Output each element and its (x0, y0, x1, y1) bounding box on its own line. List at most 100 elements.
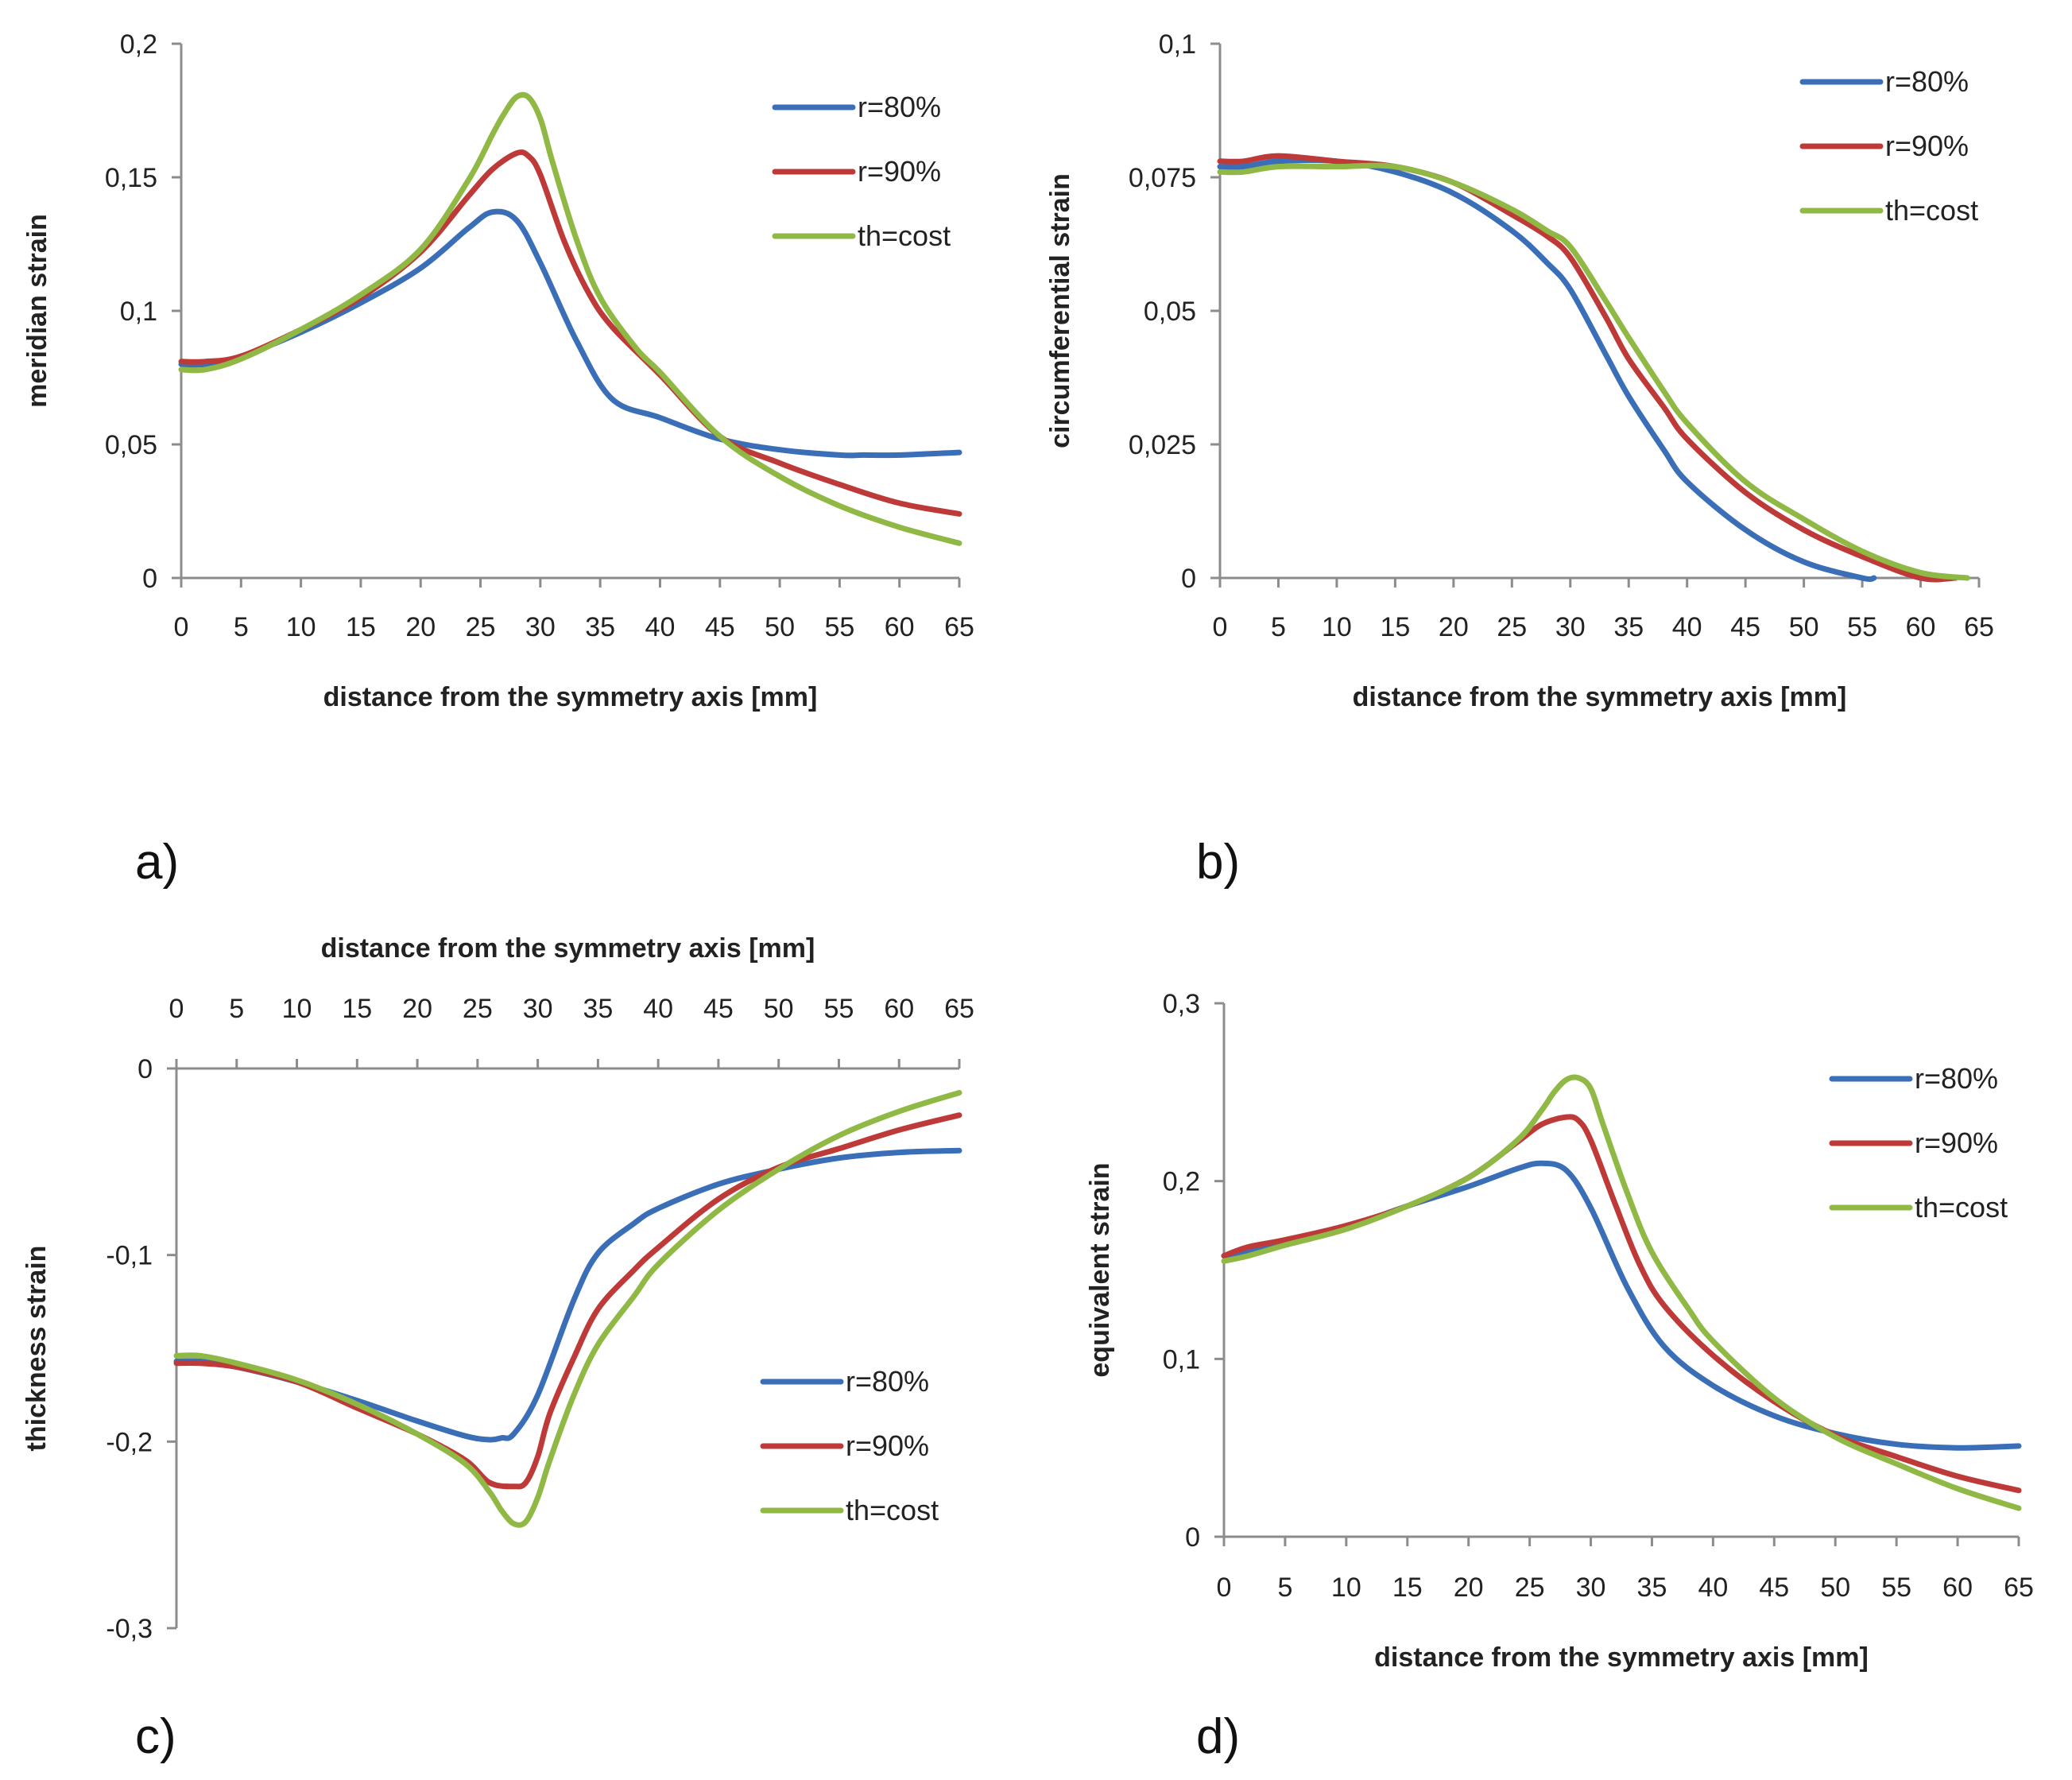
x-axis-title: distance from the symmetry axis [mm] (1374, 1642, 1869, 1673)
x-tick-label: 50 (764, 994, 794, 1024)
x-tick-label: 55 (1881, 1573, 1911, 1603)
y-tick-label: 0,05 (1144, 297, 1196, 327)
x-tick-label: 40 (645, 612, 676, 642)
x-tick-label: 45 (1759, 1573, 1789, 1603)
chart-panel-d: 0 5 10 15 20 25 30 35 40 45 50 55 60 65 0 0,1 0,2 0,3 dist… (1085, 989, 2034, 1764)
x-tick-label: 10 (1331, 1573, 1361, 1603)
x-tick-label: 55 (824, 994, 854, 1024)
series-line-r90 (173, 1112, 962, 1490)
x-tick-label: 60 (1942, 1573, 1973, 1603)
x-tick-label: 10 (1322, 612, 1352, 642)
x-tick-label: 15 (1380, 612, 1410, 642)
series-line-thcost (173, 1090, 962, 1528)
x-tick-label: 65 (944, 612, 974, 642)
x-tick-label: 30 (525, 612, 556, 642)
x-tick-label: 40 (1698, 1573, 1728, 1603)
y-tick-label: 0,025 (1129, 430, 1196, 460)
y-tick-label: 0,15 (105, 163, 157, 193)
x-tick-label: 10 (286, 612, 316, 642)
x-tick-label: 50 (1820, 1573, 1850, 1603)
x-tick-label: 5 (229, 994, 244, 1024)
y-tick-label: 0 (142, 564, 157, 594)
x-tick-label: 35 (1637, 1573, 1667, 1603)
legend-label-r90: r=90% (846, 1429, 929, 1462)
x-tick-label: 20 (1454, 1573, 1484, 1603)
x-tick-label: 45 (703, 994, 734, 1024)
x-tick-label: 50 (765, 612, 795, 642)
x-tick-label: 25 (1515, 1573, 1545, 1603)
x-tick-label: 30 (1555, 612, 1586, 642)
x-tick-label: 60 (1906, 612, 1936, 642)
x-tick-label: 35 (1613, 612, 1644, 642)
y-tick-label: -0,2 (106, 1427, 153, 1457)
y-tick-label: 0 (1181, 564, 1196, 594)
x-tick-label: 10 (282, 994, 312, 1024)
y-tick-label: 0,3 (1163, 989, 1200, 1019)
y-tick-label: -0,3 (106, 1614, 153, 1644)
y-tick-label: 0,1 (120, 297, 157, 327)
x-tick-label: 25 (463, 994, 493, 1024)
series-line-thcost (178, 91, 962, 546)
legend-label-thcost: th=cost (846, 1494, 939, 1526)
x-tick-label: 20 (402, 994, 432, 1024)
chart-panel-a: 0 5 10 15 20 25 30 35 40 45 50 55 60 65 0 0,05 0,1 0,15 0,… (22, 29, 974, 890)
x-axis-title: distance from the symmetry axis [mm] (323, 682, 818, 712)
x-tick-label: 0 (1217, 1573, 1232, 1603)
x-tick-label: 15 (1392, 1573, 1423, 1603)
y-axis-title: circumferential strain (1045, 173, 1075, 448)
y-tick-label: 0,2 (120, 29, 157, 60)
x-tick-label: 50 (1789, 612, 1819, 642)
series-line-r80 (173, 1147, 962, 1443)
y-tick-label: 0,05 (105, 430, 157, 460)
legend-label-thcost: th=cost (1885, 194, 1978, 227)
x-tick-label: 20 (405, 612, 436, 642)
legend-label-r80: r=80% (1915, 1062, 1998, 1095)
y-axis-title: meridian strain (22, 214, 52, 408)
series-line-thcost (1217, 162, 1970, 581)
x-tick-label: 25 (1497, 612, 1527, 642)
legend-label-thcost: th=cost (1915, 1191, 2008, 1224)
y-tick-label: 0,1 (1159, 29, 1196, 60)
x-tick-label: 5 (234, 612, 249, 642)
series-line-thcost (1221, 1074, 2022, 1511)
x-tick-label: 0 (1213, 612, 1228, 642)
x-tick-label: 30 (1576, 1573, 1606, 1603)
x-tick-label: 35 (585, 612, 615, 642)
x-tick-label: 15 (346, 612, 376, 642)
x-tick-label: 0 (174, 612, 189, 642)
x-axis-title: distance from the symmetry axis [mm] (321, 933, 815, 964)
legend-label-r80: r=80% (846, 1365, 929, 1398)
legend-label-r90: r=90% (1885, 130, 1969, 162)
panel-label: d) (1196, 1709, 1240, 1764)
legend-label-thcost: th=cost (858, 219, 951, 252)
x-tick-label: 40 (1672, 612, 1702, 642)
x-tick-label: 45 (705, 612, 735, 642)
x-axis-title: distance from the symmetry axis [mm] (1353, 682, 1847, 712)
x-tick-label: 55 (824, 612, 854, 642)
legend-label-r90: r=90% (858, 155, 941, 188)
x-tick-label: 65 (944, 994, 974, 1024)
legend-label-r80: r=80% (858, 91, 941, 123)
y-axis-title: equivalent strain (1085, 1162, 1115, 1377)
panel-label: a) (135, 835, 179, 890)
x-tick-label: 20 (1439, 612, 1469, 642)
x-tick-label: 65 (1964, 612, 1994, 642)
y-tick-label: 0,2 (1163, 1167, 1200, 1197)
x-tick-label: 55 (1847, 612, 1877, 642)
x-tick-label: 35 (583, 994, 613, 1024)
y-tick-label: 0,075 (1129, 163, 1196, 193)
y-tick-label: -0,1 (106, 1241, 153, 1271)
y-axis-title: thickness strain (21, 1246, 52, 1452)
y-tick-label: 0,1 (1163, 1344, 1200, 1375)
x-tick-label: 45 (1730, 612, 1760, 642)
series-line-r90 (1217, 153, 1959, 583)
x-tick-label: 5 (1271, 612, 1286, 642)
x-tick-label: 5 (1277, 1573, 1292, 1603)
chart-panel-c: 0 5 10 15 20 25 30 35 40 45 50 55 60 65 -0,3 -0,2 -0,1 0 d… (21, 933, 974, 1764)
x-tick-label: 60 (884, 994, 914, 1024)
y-tick-label: 0 (1185, 1522, 1200, 1553)
y-tick-label: 0 (137, 1054, 153, 1084)
x-tick-label: 40 (643, 994, 673, 1024)
x-tick-label: 30 (523, 994, 553, 1024)
